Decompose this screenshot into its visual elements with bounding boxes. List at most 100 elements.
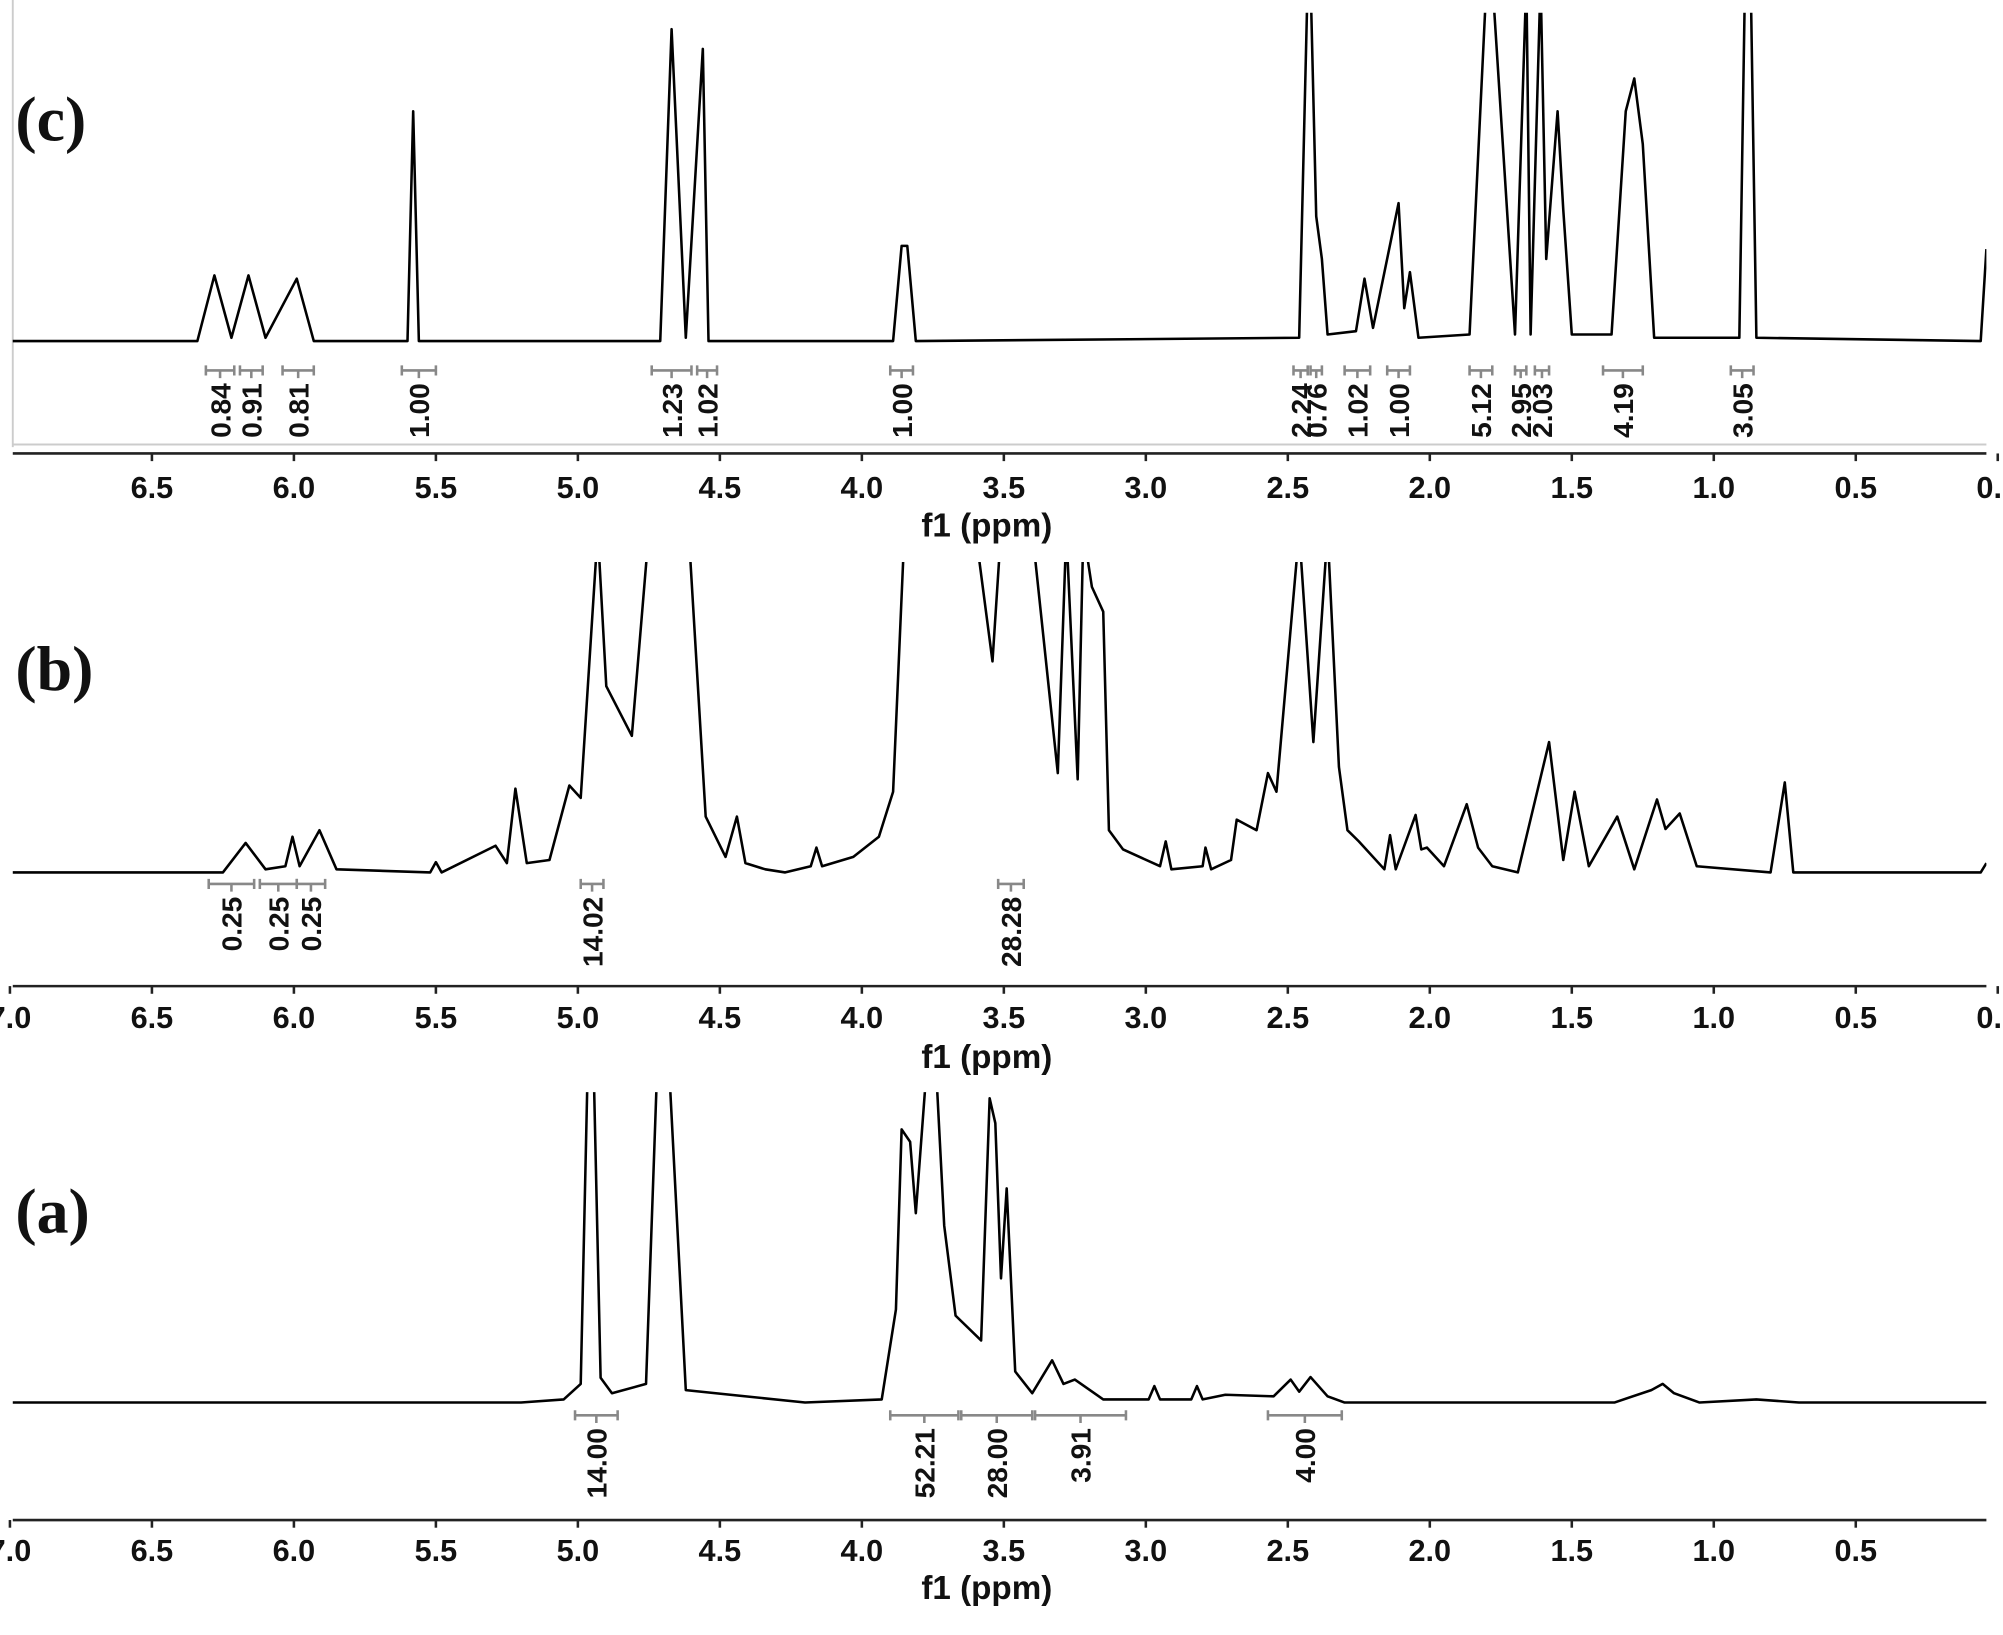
x-tick-label: 5.5 [415,471,458,505]
integral-bracket [400,365,438,379]
x-tick-label: 1.5 [1550,1001,1593,1035]
x-axis-label: f1 (ppm) [921,507,1052,544]
x-tick-label: 2.5 [1267,471,1310,505]
x-tick-label: 6.5 [131,1001,174,1035]
integral-bracket [1533,365,1551,379]
integral-label: 1.00 [887,383,918,438]
x-tick-label: 7.0 [0,1534,31,1568]
x-tick-label: 3.5 [983,471,1026,505]
integral-label: 0.25 [217,897,248,952]
integral-bracket [996,878,1025,892]
integral-label: 1.00 [1384,383,1415,438]
integral-bracket [1266,1410,1344,1423]
integral-bracket [1033,1410,1128,1423]
x-tick-label: 6.5 [131,471,174,505]
x-tick-label: 5.5 [415,1001,458,1035]
x-tick-label: 2.0 [1408,471,1451,505]
integral-label: 28.28 [996,897,1027,967]
integral-bracket [1601,365,1645,379]
integral-bracket [1343,365,1372,379]
integral-label: 14.02 [577,897,608,967]
integral-label: 1.23 [657,383,688,438]
integral-label: 2.95 [1506,383,1537,438]
integral-bracket [573,1410,619,1423]
x-tick-label: 3.0 [1125,1001,1168,1035]
x-tick-label: 6.5 [131,1534,174,1568]
x-tick-label: 0.0 [1976,1001,2003,1035]
integral-bracket [207,878,256,892]
x-tick-label: 5.0 [557,1001,600,1035]
integral-bracket [1385,365,1412,379]
x-axis-label: f1 (ppm) [921,1039,1052,1076]
integral-label: 2.03 [1527,383,1558,438]
integral-bracket [579,878,605,892]
x-tick-label: 4.0 [841,471,884,505]
panel-title: (c) [15,84,86,155]
x-tick-label: 0.5 [1834,1001,1877,1035]
x-tick-label: 2.5 [1267,1001,1310,1035]
x-tick-label: 0.5 [1834,1534,1877,1568]
integral-label: 0.25 [264,897,295,952]
integral-bracket [1729,365,1755,379]
x-tick-label: 4.5 [699,1001,742,1035]
x-tick-label: 4.5 [699,471,742,505]
integral-bracket [888,365,915,379]
x-tick-label: 4.0 [841,1534,884,1568]
integral-label: 0.76 [1301,383,1332,438]
x-tick-label: 3.0 [1125,1534,1168,1568]
integral-label: 2.24 [1286,383,1317,438]
integral-label: 1.02 [1343,383,1374,438]
integral-bracket [1468,365,1494,379]
x-tick-label: 4.0 [841,1001,884,1035]
integral-bracket [650,365,693,379]
integral-bracket [295,878,327,892]
x-tick-label: 5.0 [557,1534,600,1568]
integral-label: 1.00 [404,383,435,438]
integral-label: 0.25 [296,897,327,952]
spectrum-line [12,562,1987,874]
x-tick-label: 1.0 [1692,471,1735,505]
integral-label: 3.05 [1727,383,1758,438]
integral-bracket [1513,365,1528,379]
integral-label: 5.12 [1466,383,1497,438]
x-axis-label: f1 (ppm) [921,1570,1052,1607]
x-tick-label: 4.5 [699,1534,742,1568]
integral-bracket [695,365,719,379]
integral-label: 28.00 [982,1428,1013,1498]
integral-label: 4.00 [1290,1428,1321,1483]
panel-title: (a) [15,1176,89,1247]
integral-label: 1.02 [692,383,723,438]
x-tick-label: 2.0 [1408,1534,1451,1568]
spectrum-line [12,12,1987,343]
integral-label: 0.91 [237,383,268,438]
x-tick-label: 7.0 [0,1001,31,1035]
integral-label: 4.19 [1608,383,1639,438]
integral-label: 0.81 [283,383,314,438]
integral-bracket [238,365,264,379]
x-tick-label: 6.0 [273,1534,316,1568]
x-tick-label: 3.0 [1125,471,1168,505]
x-tick-label: 2.5 [1267,1534,1310,1568]
integral-bracket [1309,365,1324,379]
x-tick-label: 5.0 [557,471,600,505]
integral-label: 3.91 [1066,1428,1097,1483]
spectrum-line [12,1092,1987,1404]
integral-bracket [888,1410,960,1423]
x-tick-label: 1.5 [1550,1534,1593,1568]
integral-bracket [258,878,299,892]
integral-bracket [959,1410,1034,1423]
x-tick-label: 0.5 [1834,471,1877,505]
integral-label: 0.84 [205,383,236,438]
integral-label: 52.21 [910,1428,941,1498]
x-tick-label: 3.5 [983,1001,1026,1035]
x-tick-label: 0.0 [1976,471,2003,505]
x-tick-label: 6.0 [273,471,316,505]
x-tick-label: 1.0 [1692,1001,1735,1035]
x-tick-label: 1.5 [1550,471,1593,505]
integral-bracket [1292,365,1309,379]
x-tick-label: 5.5 [415,1534,458,1568]
x-tick-label: 3.5 [983,1534,1026,1568]
